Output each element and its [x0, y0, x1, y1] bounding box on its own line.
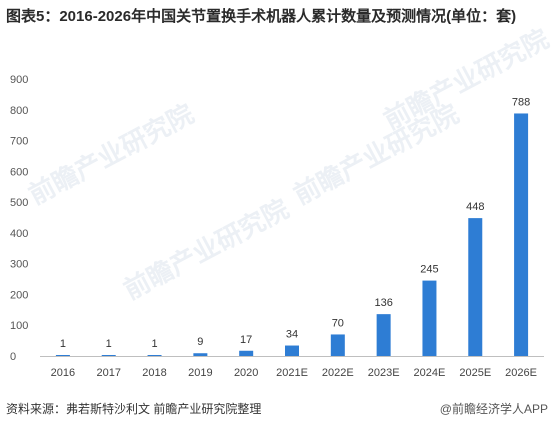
- bar: [239, 350, 254, 356]
- data-label: 136: [374, 297, 392, 309]
- x-tick-label: 2022E: [322, 367, 354, 379]
- x-tick-label: 2026E: [505, 367, 537, 379]
- y-tick-label: 700: [10, 136, 28, 148]
- bar: [422, 280, 437, 356]
- x-tick-label: 2020: [234, 367, 258, 379]
- watermark-text: 前瞻产业研究院: [24, 98, 199, 210]
- brand-credit: @前瞻经济学人APP: [439, 402, 548, 416]
- data-label: 448: [466, 201, 484, 213]
- source-note: 资料来源：弗若斯特沙利文 前瞻产业研究院整理: [6, 402, 262, 416]
- y-tick-label: 200: [10, 289, 28, 301]
- y-tick-label: 500: [10, 197, 28, 209]
- x-axis: 2016 2017 2018 2019 2020 2021E 2022E 2023E 2024E…: [40, 356, 544, 379]
- x-tick-label: 2019: [188, 367, 212, 379]
- chart-title: 图表5：2016-2026年中国关节置换手术机器人累计数量及预测情况(单位：套): [6, 8, 517, 25]
- data-label: 245: [420, 264, 438, 276]
- y-tick-label: 800: [10, 105, 28, 117]
- data-label: 70: [332, 317, 344, 329]
- y-tick-label: 100: [10, 320, 28, 332]
- watermark-text: 前瞻产业研究院: [119, 193, 294, 305]
- data-label: 17: [240, 334, 252, 346]
- data-labels: 1 1 1 9 17 34 70 136 245 448 788: [60, 96, 530, 350]
- bars: [55, 113, 529, 357]
- bar: [514, 113, 529, 357]
- bar: [468, 218, 483, 356]
- x-tick-label: 2017: [96, 367, 120, 379]
- y-tick-label: 600: [10, 166, 28, 178]
- bar: [330, 334, 345, 356]
- x-tick-label: 2023E: [368, 367, 400, 379]
- data-label: 34: [286, 329, 298, 341]
- bar: [376, 314, 391, 356]
- x-tick-label: 2025E: [459, 367, 491, 379]
- data-label: 9: [197, 336, 203, 348]
- data-label: 1: [60, 338, 66, 350]
- bar: [285, 345, 299, 356]
- bar: [147, 355, 162, 356]
- data-label: 1: [151, 338, 157, 350]
- data-label: 1: [106, 338, 112, 350]
- y-tick-label: 400: [10, 228, 28, 240]
- x-tick-label: 2024E: [414, 367, 446, 379]
- data-label: 788: [512, 96, 530, 108]
- bar: [193, 353, 208, 356]
- bar: [101, 355, 116, 356]
- y-axis: 0 100 200 300 400 500 600 700 800 900: [10, 74, 28, 363]
- x-tick-label: 2021E: [276, 367, 308, 379]
- bar: [55, 355, 70, 356]
- y-tick-label: 0: [10, 351, 16, 363]
- y-tick-label: 900: [10, 74, 28, 86]
- x-tick-label: 2018: [142, 367, 166, 379]
- y-tick-label: 300: [10, 259, 28, 271]
- watermark-text: 前瞻产业研究院: [289, 98, 464, 210]
- x-tick-label: 2016: [51, 367, 75, 379]
